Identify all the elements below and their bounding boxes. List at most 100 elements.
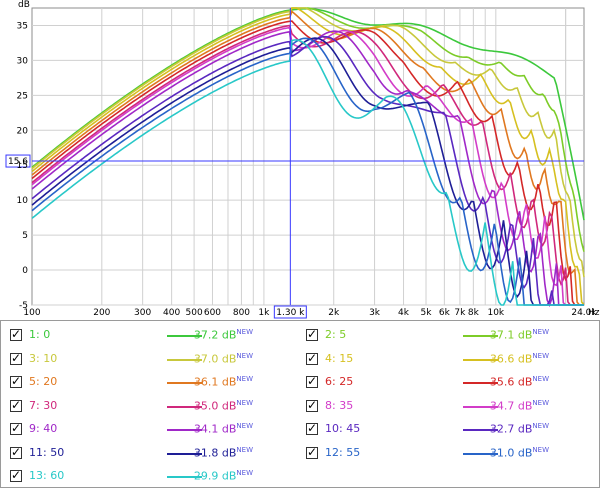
series-line: [31, 7, 585, 278]
x-tick-label: 1k: [258, 308, 270, 318]
legend-entry[interactable]: 6: 25 35.6 dBNEW: [297, 371, 597, 395]
series-visibility-checkbox[interactable]: [306, 327, 318, 341]
series-color-swatch: [463, 405, 498, 408]
series-name: 2: 5: [325, 328, 347, 341]
series-value-text: 31.0 dB: [489, 446, 533, 460]
series-value-text: 37.1 dB: [489, 328, 533, 342]
new-badge: NEW: [236, 422, 253, 430]
plot-grid: [31, 7, 585, 306]
x-tick-label: 6k: [439, 308, 451, 318]
plot-area: [31, 7, 585, 306]
series-name: 7: 30: [29, 398, 58, 412]
series-line: [31, 37, 584, 306]
x-tick-label: 4k: [398, 308, 410, 318]
series-value-text: 32.7 dB: [489, 422, 533, 436]
legend-entry[interactable]: 9: 40 34.1 dBNEW: [1, 418, 301, 442]
new-badge: NEW: [532, 422, 549, 430]
legend-entry[interactable]: 3: 10 37.0 dBNEW: [1, 348, 301, 372]
legend-entry[interactable]: 5: 20 36.1 dBNEW: [1, 371, 301, 395]
series-color-swatch: [463, 429, 498, 431]
x-tick-label: 800: [233, 308, 250, 318]
series-line: [31, 39, 584, 306]
series-value: 31.8 dBNEW: [173, 446, 253, 460]
series-color-swatch: [463, 382, 498, 384]
x-tick-label: 8k: [468, 308, 480, 318]
legend-entry[interactable]: 7: 30 35.0 dBNEW: [1, 395, 301, 419]
series-value-text: 36.1 dB: [193, 375, 237, 389]
series-value-text: 31.8 dB: [193, 446, 237, 460]
series-visibility-checkbox[interactable]: [306, 351, 318, 365]
series-line: [31, 7, 585, 306]
series-name: 5: 20: [29, 375, 58, 388]
series-value: 34.1 dBNEW: [173, 422, 253, 436]
legend-entry[interactable]: 13: 60 29.9 dBNEW: [1, 465, 301, 489]
cursor-x-readout: 1.30 k: [276, 308, 305, 318]
x-tick-label: 300: [134, 308, 151, 318]
series-name: 11: 50: [29, 445, 65, 459]
series-name: 9: 40: [29, 422, 58, 435]
series-color-swatch: [463, 335, 498, 337]
series-visibility-checkbox[interactable]: [10, 468, 22, 482]
series-visibility-checkbox[interactable]: [10, 398, 22, 412]
crosshair-cursor[interactable]: 1.30 k 15.6: [5, 8, 584, 319]
x-tick-label: 2k: [328, 308, 340, 318]
series-line: [31, 10, 584, 306]
series-visibility-checkbox[interactable]: [10, 421, 22, 435]
series-name: 8: 35: [325, 398, 354, 412]
legend-entry[interactable]: 8: 35 34.7 dBNEW: [297, 395, 597, 419]
series-visibility-checkbox[interactable]: [306, 398, 318, 412]
x-tick-label: 7k: [454, 308, 466, 318]
series-color-swatch: [463, 452, 498, 455]
legend-entry[interactable]: 1: 0 37.2 dBNEW: [1, 324, 301, 348]
series-visibility-checkbox[interactable]: [10, 374, 22, 388]
x-tick-label: 5k: [421, 308, 433, 318]
series-value: 35.0 dBNEW: [173, 399, 253, 413]
x-tick-label: 10k: [487, 308, 504, 318]
series-value: 36.1 dBNEW: [173, 375, 253, 389]
series-value: 37.0 dBNEW: [173, 352, 253, 366]
response-curves: [31, 7, 585, 308]
series-name: 1: 0: [29, 328, 51, 341]
new-badge: NEW: [532, 445, 549, 454]
series-value: 37.2 dBNEW: [173, 328, 253, 342]
series-color-swatch: [167, 382, 202, 384]
x-tick-label: 3k: [369, 308, 381, 318]
legend-entry[interactable]: 11: 50 31.8 dBNEW: [1, 442, 301, 466]
new-badge: NEW: [532, 398, 549, 407]
new-badge: NEW: [236, 445, 253, 454]
series-visibility-checkbox[interactable]: [306, 421, 318, 435]
series-value: 37.1 dBNEW: [469, 328, 549, 342]
y-tick-label: 5: [22, 231, 28, 241]
series-value: 34.7 dBNEW: [469, 399, 549, 413]
new-badge: NEW: [532, 375, 549, 383]
series-value-text: 37.0 dB: [193, 352, 237, 366]
series-value: 36.6 dBNEW: [469, 352, 549, 366]
series-visibility-checkbox[interactable]: [10, 351, 22, 365]
series-visibility-checkbox[interactable]: [306, 374, 318, 388]
x-tick-label: 100: [23, 308, 40, 318]
legend-entry[interactable]: 10: 45 32.7 dBNEW: [297, 418, 597, 442]
series-value: 31.0 dBNEW: [469, 446, 549, 460]
series-name: 3: 10: [29, 351, 58, 365]
cursor-x-readout-box: [273, 305, 307, 319]
y-tick-label: 15: [17, 161, 28, 171]
y-axis-unit: dB: [18, 0, 30, 10]
y-tick-label: 0: [22, 266, 28, 276]
series-color-swatch: [167, 429, 202, 431]
legend-entry[interactable]: 12: 55 31.0 dBNEW: [297, 442, 597, 466]
legend-entry[interactable]: 4: 15 36.6 dBNEW: [297, 348, 597, 372]
series-value-text: 37.2 dB: [193, 328, 237, 342]
series-value: 29.9 dBNEW: [173, 469, 253, 483]
series-visibility-checkbox[interactable]: [10, 445, 22, 459]
legend-entry[interactable]: 2: 5 37.1 dBNEW: [297, 324, 597, 348]
series-color-swatch: [463, 358, 498, 361]
cursor-y-readout-box: [5, 154, 31, 168]
series-value-text: 34.1 dB: [193, 422, 237, 436]
series-visibility-checkbox[interactable]: [306, 445, 318, 459]
x-tick-label: 200: [93, 308, 110, 318]
series-visibility-checkbox[interactable]: [10, 327, 22, 341]
new-badge: NEW: [532, 351, 549, 360]
